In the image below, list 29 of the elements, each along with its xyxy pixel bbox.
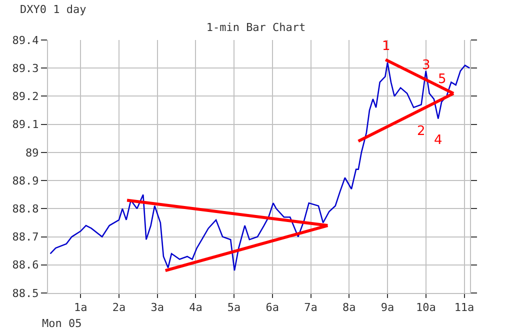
annotation: 1 <box>382 39 390 54</box>
x-tick-label: 7a <box>304 301 318 314</box>
x-tick-label: 3a <box>150 301 164 314</box>
y-tick-label: 89 <box>26 146 39 160</box>
x-tick-label: 1a <box>74 301 88 314</box>
annotation: 2 <box>417 124 426 139</box>
y-tick-label: 88.7 <box>12 230 39 244</box>
text: Mon 05 <box>42 317 82 330</box>
y-tick-label: 89.2 <box>12 90 39 104</box>
x-tick-label: 6a <box>266 301 280 314</box>
y-tick-label: 89.4 <box>12 34 40 47</box>
x-tick-label: 4a <box>189 301 202 314</box>
y-tick-label: 88.6 <box>12 258 39 272</box>
y-tick-label: 89.1 <box>12 118 39 132</box>
annotation: 4 <box>434 133 442 148</box>
x-tick-label: 5a <box>227 301 241 314</box>
annotation: 5 <box>438 72 446 87</box>
x-tick-label: 8a <box>342 301 356 314</box>
x-tick-label: 9a <box>380 301 394 314</box>
x-tick-label: 11a <box>454 301 474 314</box>
x-tick-label: 10a <box>416 301 436 314</box>
annotation: 3 <box>422 58 430 73</box>
chart-subtitle: DXY0 1 day <box>20 3 87 16</box>
y-tick-label: 89.3 <box>12 62 39 75</box>
x-tick-label: 2a <box>112 301 126 314</box>
y-tick-label: 88.8 <box>12 202 39 216</box>
y-tick-label: 88.9 <box>12 174 39 188</box>
y-tick-label: 88.5 <box>12 286 39 300</box>
chart-title: 1-min Bar Chart <box>206 21 306 34</box>
